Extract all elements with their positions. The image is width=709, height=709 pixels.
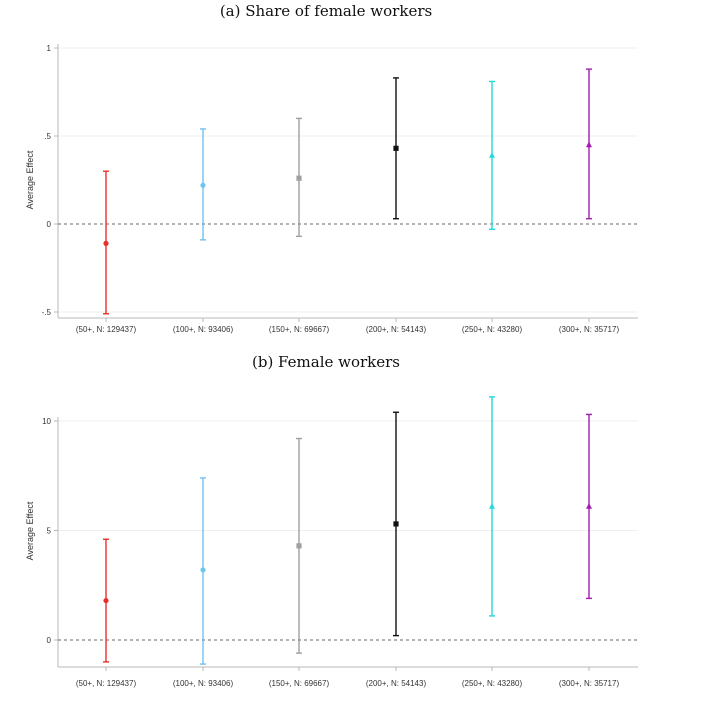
x-tick-label: (100+, N: 93406) <box>173 679 234 688</box>
point-estimate <box>103 240 109 246</box>
panel-b-y-axis-title: Average Effect <box>25 501 35 560</box>
point-estimate <box>296 543 302 549</box>
point-estimate <box>200 182 206 188</box>
x-tick-label: (250+, N: 43280) <box>462 325 523 334</box>
point-estimate <box>296 175 302 181</box>
y-tick-label: 5 <box>47 527 52 536</box>
panel-a-title: (a) Share of female workers <box>220 2 432 20</box>
y-tick-label: 0 <box>47 636 52 645</box>
x-tick-label: (200+, N: 54143) <box>366 325 427 334</box>
panel-b-title: (b) Female workers <box>252 353 400 371</box>
point-estimate <box>489 151 495 158</box>
y-tick-label: -.5 <box>42 308 52 317</box>
point-estimate <box>103 597 109 604</box>
x-tick-label: (50+, N: 129437) <box>76 325 137 334</box>
point-estimate <box>489 503 495 509</box>
x-tick-label: (300+, N: 35717) <box>559 325 620 334</box>
panel-a-y-axis-title: Average Effect <box>25 150 35 209</box>
y-tick-label: .5 <box>44 132 51 141</box>
panel-share-of-female-workers: (a) Share of female workers Average Effe… <box>25 2 638 334</box>
x-tick-label: (200+, N: 54143) <box>366 679 427 688</box>
y-tick-label: 10 <box>42 417 51 426</box>
y-tick-label: 1 <box>47 44 52 53</box>
point-estimate <box>393 145 399 151</box>
x-tick-label: (300+, N: 35717) <box>559 679 620 688</box>
x-tick-label: (100+, N: 93406) <box>173 325 234 334</box>
panel-a-plot-area: 1 .5 0 -.5 (50+, N: 129437) (100+, N: 93406) (… <box>42 44 638 334</box>
point-estimate <box>393 521 399 527</box>
y-tick-label: 0 <box>47 220 52 229</box>
x-tick-label: (150+, N: 69667) <box>269 679 330 688</box>
x-tick-label: (50+, N: 129437) <box>76 679 137 688</box>
point-estimate <box>586 503 592 509</box>
panel-b-plot-area: 10 5 0 (50+, N: 129437) (100+, N: 93406) (150… <box>42 396 638 688</box>
panel-female-workers: (b) Female workers Average Effect 10 5 0 (5… <box>25 353 638 688</box>
x-tick-label: (150+, N: 69667) <box>269 325 330 334</box>
x-tick-label: (250+, N: 43280) <box>462 679 523 688</box>
point-estimate <box>200 567 206 573</box>
point-estimate <box>586 141 592 148</box>
